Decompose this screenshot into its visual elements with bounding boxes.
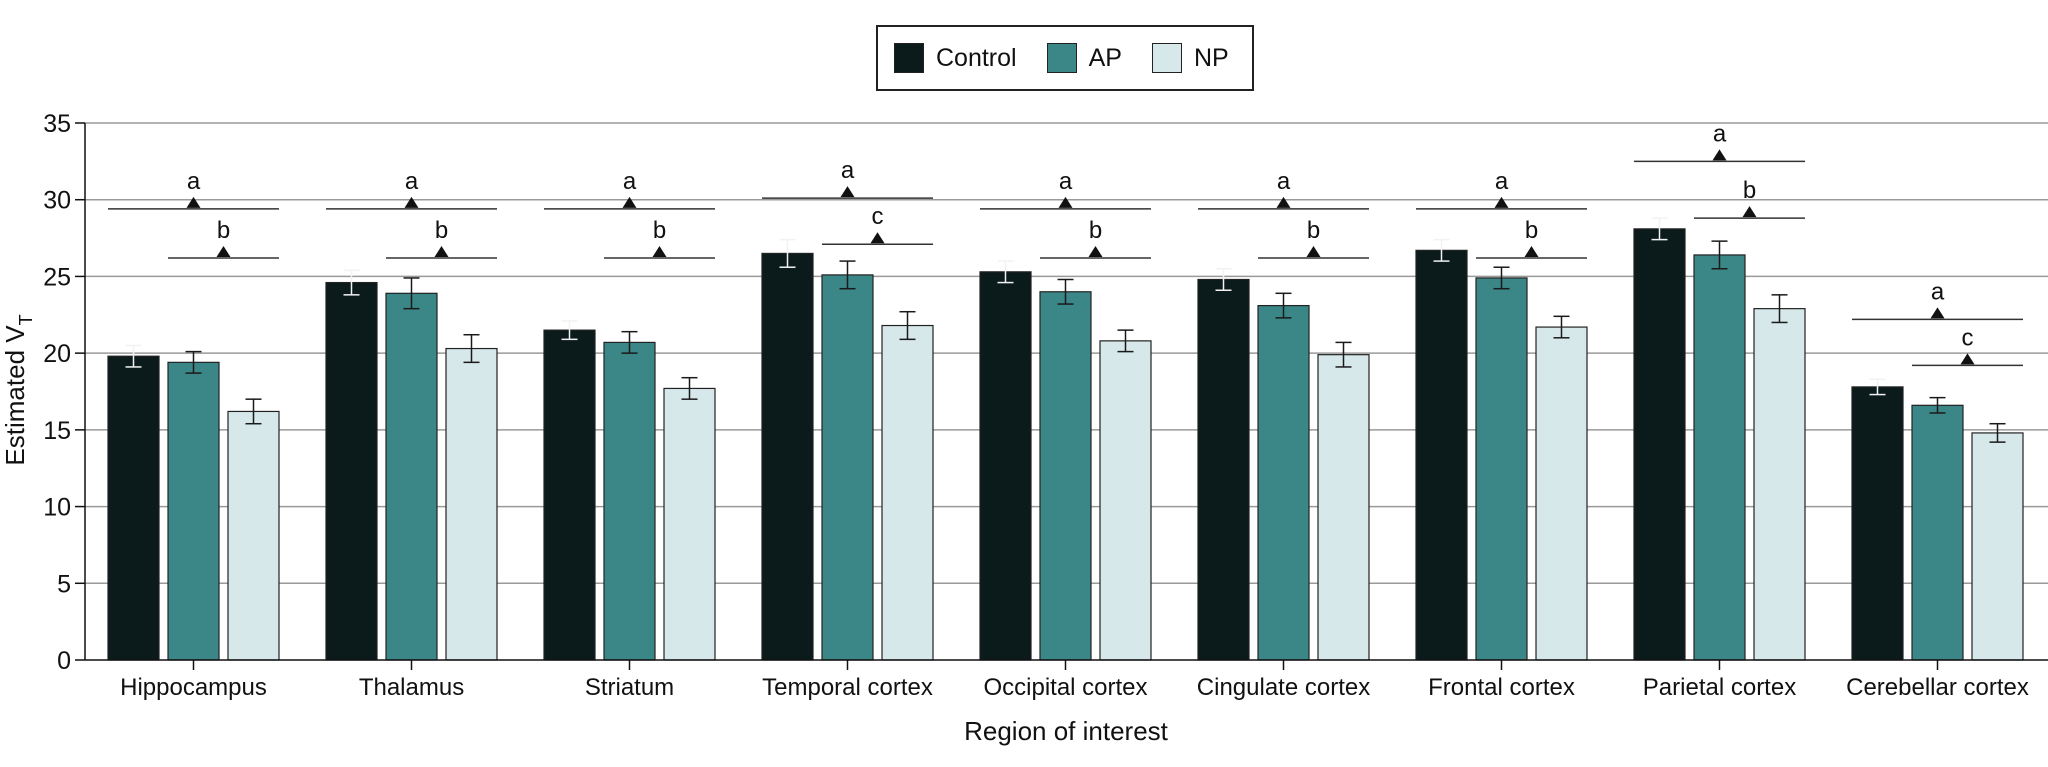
- significance-marker: [1088, 246, 1103, 258]
- significance-label: c: [872, 203, 884, 230]
- bar-ap: [1693, 254, 1746, 661]
- y-tick-label: 25: [43, 263, 71, 291]
- significance-label: a: [1277, 168, 1291, 195]
- legend-item-control: Control: [894, 43, 1017, 73]
- legend-swatch-np: [1151, 43, 1182, 73]
- significance-label: a: [1059, 168, 1073, 195]
- significance-label: b: [1307, 217, 1320, 244]
- legend-label-ap: AP: [1088, 43, 1122, 72]
- x-tick-label: Occipital cortex: [983, 674, 1147, 701]
- significance-marker: [404, 196, 419, 208]
- significance-marker: [652, 246, 667, 258]
- significance-marker: [1742, 206, 1757, 218]
- bar-ap: [385, 292, 438, 661]
- y-tick-label: 10: [43, 494, 71, 522]
- bar-control: [979, 271, 1032, 661]
- bar-np: [663, 387, 716, 661]
- y-tick-label: 0: [57, 647, 71, 675]
- significance-label: b: [1525, 217, 1538, 244]
- bar-ap: [167, 361, 220, 661]
- x-tick-label: Thalamus: [359, 674, 464, 701]
- legend-label-np: NP: [1193, 43, 1229, 72]
- bar-control: [1197, 278, 1250, 661]
- bar-np: [1971, 432, 2024, 661]
- bar-np: [1753, 308, 1806, 661]
- x-tick-label: Striatum: [585, 674, 674, 701]
- bar-control: [325, 281, 378, 661]
- bar-ap: [1475, 277, 1528, 661]
- bar-control: [761, 252, 814, 661]
- significance-label: a: [1931, 278, 1945, 305]
- y-axis-label-subscript: T: [16, 314, 36, 325]
- bar-control: [1415, 249, 1468, 661]
- legend-item-np: NP: [1151, 43, 1229, 73]
- significance-label: a: [1495, 168, 1509, 195]
- x-tick-label: Temporal cortex: [762, 674, 933, 701]
- x-tick-label: Cerebellar cortex: [1846, 674, 2029, 701]
- bar-ap: [821, 274, 874, 661]
- significance-label: b: [217, 217, 230, 244]
- bar-np: [881, 324, 934, 661]
- x-tick-label: Frontal cortex: [1428, 674, 1575, 701]
- legend-swatch-control: [894, 43, 924, 73]
- significance-marker: [1524, 246, 1539, 258]
- bar-ap: [1911, 404, 1964, 661]
- bar-ap: [1257, 304, 1310, 661]
- x-axis-label: Region of interest: [964, 716, 1169, 746]
- bar-np: [445, 347, 498, 661]
- y-tick-label: 30: [43, 187, 71, 215]
- significance-marker: [186, 196, 201, 208]
- x-tick-label: Hippocampus: [120, 674, 267, 701]
- axes: 0 5 10 15 20 25 30 35 Hippocampus Thalamus Striatu…: [43, 110, 2048, 701]
- significance-marker: [840, 186, 855, 198]
- significance-marker: [434, 246, 449, 258]
- legend-label-control: Control: [936, 43, 1017, 72]
- significance-label: b: [1089, 217, 1102, 244]
- legend-item-ap: AP: [1046, 43, 1122, 73]
- y-axis-label: Estimated VT: [0, 314, 36, 465]
- significance-label: a: [187, 168, 201, 195]
- y-tick-label: 35: [43, 110, 71, 138]
- significance-marker: [1494, 196, 1509, 208]
- significance-marker: [622, 196, 637, 208]
- significance-marker: [870, 232, 885, 244]
- y-tick-label: 15: [43, 417, 71, 445]
- bar-control: [107, 355, 160, 661]
- legend-swatch-ap: [1046, 43, 1077, 73]
- significance-label: a: [405, 168, 419, 195]
- x-tick-label: Cingulate cortex: [1197, 674, 1370, 701]
- bar-marks: [107, 217, 2024, 661]
- bar-control: [1633, 228, 1686, 661]
- legend: Control AP NP: [876, 25, 1254, 91]
- x-tick-label: Parietal cortex: [1643, 674, 1796, 701]
- bar-np: [1535, 326, 1588, 661]
- significance-label: a: [841, 157, 855, 184]
- significance-label: a: [1713, 120, 1727, 147]
- significance-label: b: [1743, 177, 1756, 204]
- significance-marker: [1712, 149, 1727, 161]
- bar-control: [543, 329, 596, 661]
- significance-label: a: [623, 168, 637, 195]
- y-tick-label: 5: [57, 570, 71, 598]
- significance-label: c: [1962, 324, 1974, 351]
- bar-np: [227, 410, 280, 661]
- bar-ap: [1039, 291, 1092, 661]
- bar-ap: [603, 341, 656, 661]
- significance-label: b: [653, 217, 666, 244]
- bar-np: [1317, 354, 1370, 661]
- y-tick-label: 20: [43, 340, 71, 368]
- significance-marker: [216, 246, 231, 258]
- significance-label: b: [435, 217, 448, 244]
- y-axis-label-main: Estimated V: [0, 325, 30, 466]
- significance-marker: [1058, 196, 1073, 208]
- significance-marker: [1960, 353, 1975, 365]
- significance-marker: [1306, 246, 1321, 258]
- bar-control: [1851, 386, 1904, 661]
- significance-marker: [1276, 196, 1291, 208]
- bar-np: [1099, 340, 1152, 661]
- significance-marker: [1930, 307, 1945, 319]
